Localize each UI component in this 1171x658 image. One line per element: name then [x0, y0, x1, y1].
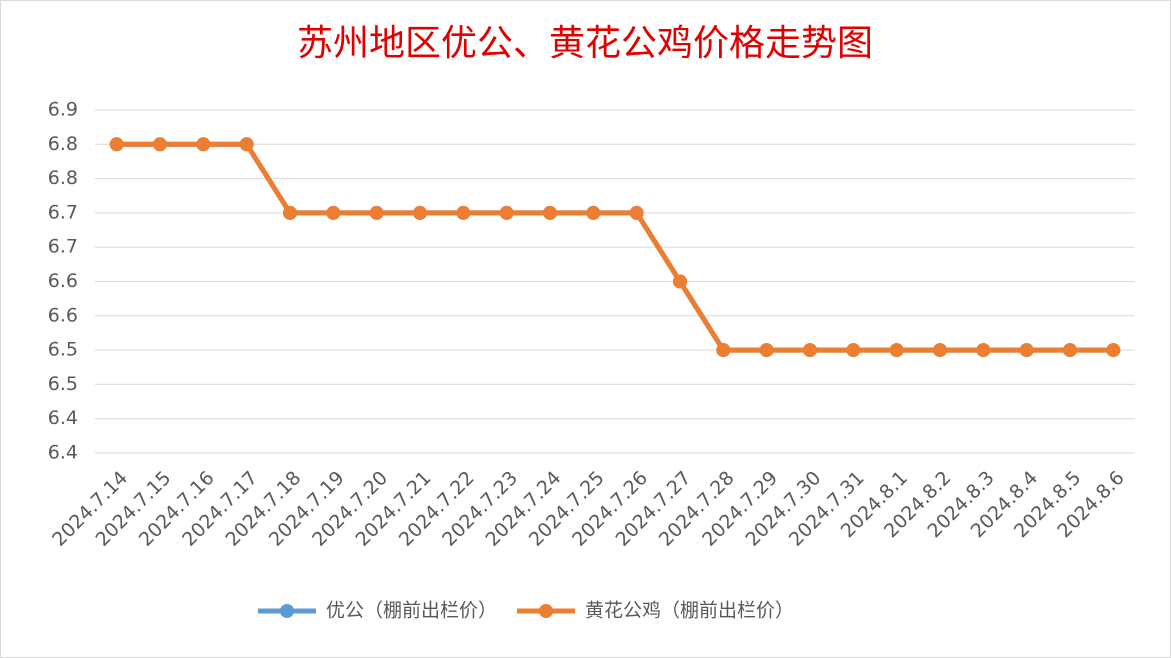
point	[889, 343, 904, 358]
point	[413, 205, 427, 220]
y-tick-label: 6.6	[48, 304, 78, 326]
legend-marker	[539, 604, 554, 618]
point	[239, 137, 254, 152]
y-tick-label: 6.5	[48, 339, 78, 361]
y-tick-label: 6.7	[48, 201, 78, 223]
y-tick-label: 6.8	[48, 133, 78, 155]
point	[673, 274, 687, 289]
point	[369, 205, 384, 220]
point	[759, 343, 774, 358]
y-tick-label: 6.5	[48, 373, 78, 395]
point	[1063, 343, 1077, 358]
legend-label: 黄花公鸡（棚前出栏价）	[585, 600, 794, 622]
point	[109, 137, 124, 152]
point	[499, 205, 514, 220]
point	[629, 205, 644, 220]
y-tick-label: 6.4	[48, 407, 78, 429]
point	[846, 343, 861, 358]
series-line	[116, 141, 1114, 353]
point	[543, 205, 557, 220]
chart-title: 苏州地区优公、黄花公鸡价格走势图	[297, 23, 873, 64]
point	[1019, 343, 1034, 358]
y-tick-label: 6.9	[48, 99, 78, 121]
point	[716, 343, 731, 358]
point	[1106, 343, 1121, 358]
y-tick-label: 6.6	[48, 270, 78, 292]
point	[153, 137, 167, 152]
y-tick-label: 6.8	[48, 167, 78, 189]
legend-label: 优公（棚前出栏价）	[326, 600, 497, 622]
y-tick-label: 6.7	[48, 236, 78, 258]
point	[326, 205, 341, 220]
point	[586, 205, 601, 220]
point	[803, 343, 817, 358]
point	[196, 137, 211, 152]
point	[933, 343, 947, 358]
y-tick-label: 6.4	[48, 442, 78, 464]
point	[456, 205, 471, 220]
point	[283, 205, 297, 220]
point	[976, 343, 991, 358]
legend-marker	[280, 604, 294, 618]
